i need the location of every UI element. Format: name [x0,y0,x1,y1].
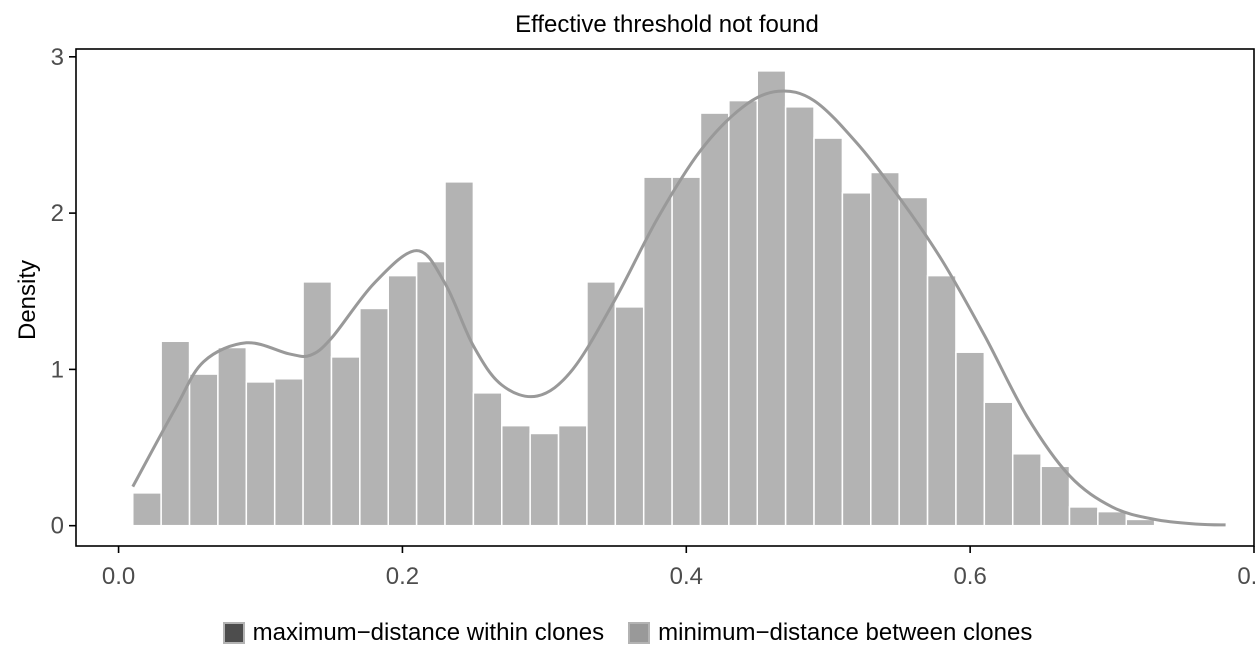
histogram-bar [415,260,446,527]
histogram-bar [813,137,844,527]
histogram-bar [160,340,191,527]
density-curve-layer [131,89,1226,527]
x-tick-label: 0.0 [102,563,135,590]
histogram-bar [1011,453,1042,527]
histogram-bar [330,356,361,527]
y-axis-label: Density [14,260,41,340]
histogram-bar [472,392,503,527]
x-tick-label: 0.4 [670,563,703,590]
histogram-bar [671,176,702,527]
legend: maximum−distance within clones minimum−d… [0,618,1255,648]
y-tick-label: 0 [51,513,64,540]
y-tick-label: 1 [51,356,64,383]
density-curve [131,89,1226,527]
legend-item-max-distance: maximum−distance within clones [222,619,605,647]
histogram-bar [444,181,475,527]
histogram-bar [699,112,730,527]
legend-key-max-distance [222,622,245,644]
histogram-bar [784,106,815,527]
histogram-bar [387,274,418,527]
x-tick-label: 0.6 [953,563,986,590]
histogram-bar [642,176,673,527]
chart-title: Effective threshold not found [515,11,819,38]
histogram-bar [926,274,957,527]
histogram-bar [983,401,1014,527]
histogram-bar [132,492,162,527]
x-axis: 0.0 0.2 0.4 0.6 0.8 [102,546,1255,590]
histogram-bar [1097,510,1128,527]
y-tick-label: 3 [51,44,64,71]
histogram-bar [245,381,276,527]
histogram-bar [1040,465,1071,527]
histogram-bar [359,307,389,527]
y-tick-label: 2 [51,200,64,227]
histogram-bar [302,281,333,527]
histogram-bar [188,373,219,527]
histogram-bar [841,192,872,527]
histogram-bar [614,306,645,527]
legend-label-min-distance: minimum−distance between clones [658,619,1033,646]
x-tick-label: 0.2 [386,563,419,590]
y-axis: 0 1 2 3 [51,44,76,540]
histogram-bar [557,424,588,527]
histogram-bar [756,70,787,527]
plot-panel-border [75,48,1255,547]
histogram-bar [217,346,248,527]
histogram-bar [955,351,986,527]
histogram-bar [898,196,929,527]
histogram-bar [1068,506,1099,527]
histogram-bar [586,281,617,527]
legend-key-min-distance [628,622,651,644]
histogram-bar [273,378,304,527]
histogram-bars [132,70,1156,527]
legend-item-min-distance: minimum−distance between clones [628,619,1032,647]
legend-label-max-distance: maximum−distance within clones [252,619,605,646]
histogram-bar [728,99,759,527]
x-tick-label: 0.8 [1237,563,1255,590]
histogram-bar [501,424,531,527]
histogram-bar [529,432,560,527]
histogram-bar [870,171,900,527]
histogram-bar [1125,518,1156,527]
